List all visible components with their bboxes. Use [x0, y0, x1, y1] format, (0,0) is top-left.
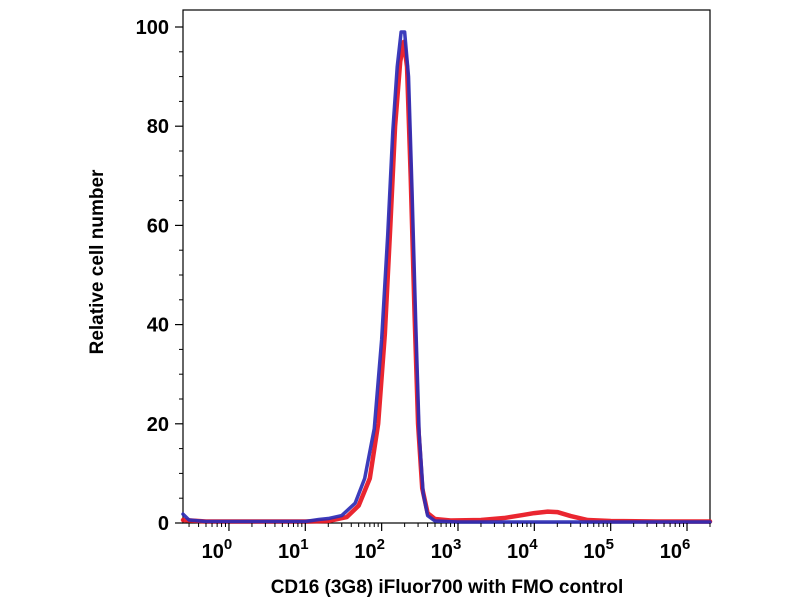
x-tick-label: 104 [507, 536, 538, 563]
x-tick-label: 100 [202, 536, 233, 563]
y-tick-label: 100 [136, 17, 169, 39]
y-axis-title: Relative cell number [87, 169, 108, 354]
y-tick-label: 0 [158, 513, 169, 535]
y-tick-label: 80 [147, 116, 169, 138]
series-line-0 [180, 39, 713, 524]
x-axis-title: CD16 (3G8) iFluor700 with FMO control [271, 577, 624, 598]
series-line-1 [181, 30, 712, 524]
x-tick-label: 103 [431, 536, 462, 563]
x-axis: 100 101 102 103 104 105 106 [188, 523, 711, 563]
x-tick-label: 101 [278, 536, 309, 563]
y-tick-label: 60 [147, 215, 169, 237]
y-axis: 0 20 40 60 80 100 [136, 17, 183, 535]
x-tick-label: 105 [583, 536, 614, 563]
plot-area [182, 9, 711, 524]
plot-frame [182, 9, 711, 524]
y-tick-label: 20 [147, 414, 169, 436]
series-lines [180, 30, 713, 524]
y-tick-label: 40 [147, 315, 169, 337]
x-tick-label: 106 [660, 536, 691, 563]
x-tick-label: 102 [354, 536, 385, 563]
